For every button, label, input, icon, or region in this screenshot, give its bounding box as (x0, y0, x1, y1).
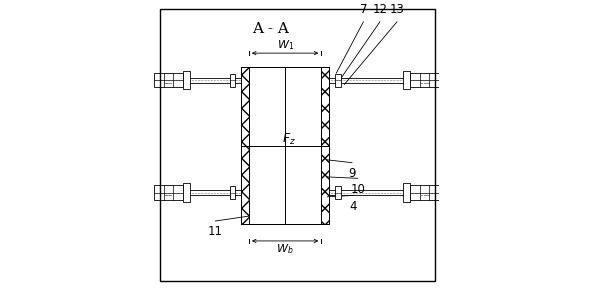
Text: 12: 12 (372, 3, 387, 16)
Text: 7: 7 (359, 3, 367, 16)
Text: A - A: A - A (253, 22, 289, 36)
Text: 13: 13 (390, 3, 404, 16)
Bar (229, 186, 235, 199)
Bar (249, 67, 321, 224)
Bar (183, 183, 190, 202)
Text: 10: 10 (350, 183, 365, 195)
Text: $W_b$: $W_b$ (276, 242, 294, 256)
Text: 9: 9 (348, 167, 356, 180)
Bar (229, 74, 235, 87)
Bar (335, 74, 340, 87)
Bar (403, 71, 410, 89)
Bar (410, 73, 439, 87)
Bar (154, 185, 183, 200)
Bar (241, 67, 249, 224)
Text: 4: 4 (350, 200, 357, 213)
Bar (403, 183, 410, 202)
Bar (321, 67, 329, 224)
Bar (335, 186, 340, 199)
Text: 11: 11 (208, 225, 223, 238)
Bar (154, 73, 183, 87)
Text: $W_1$: $W_1$ (276, 38, 294, 52)
Bar (183, 71, 190, 89)
Text: $F_z$: $F_z$ (282, 132, 296, 148)
Bar (410, 185, 439, 200)
